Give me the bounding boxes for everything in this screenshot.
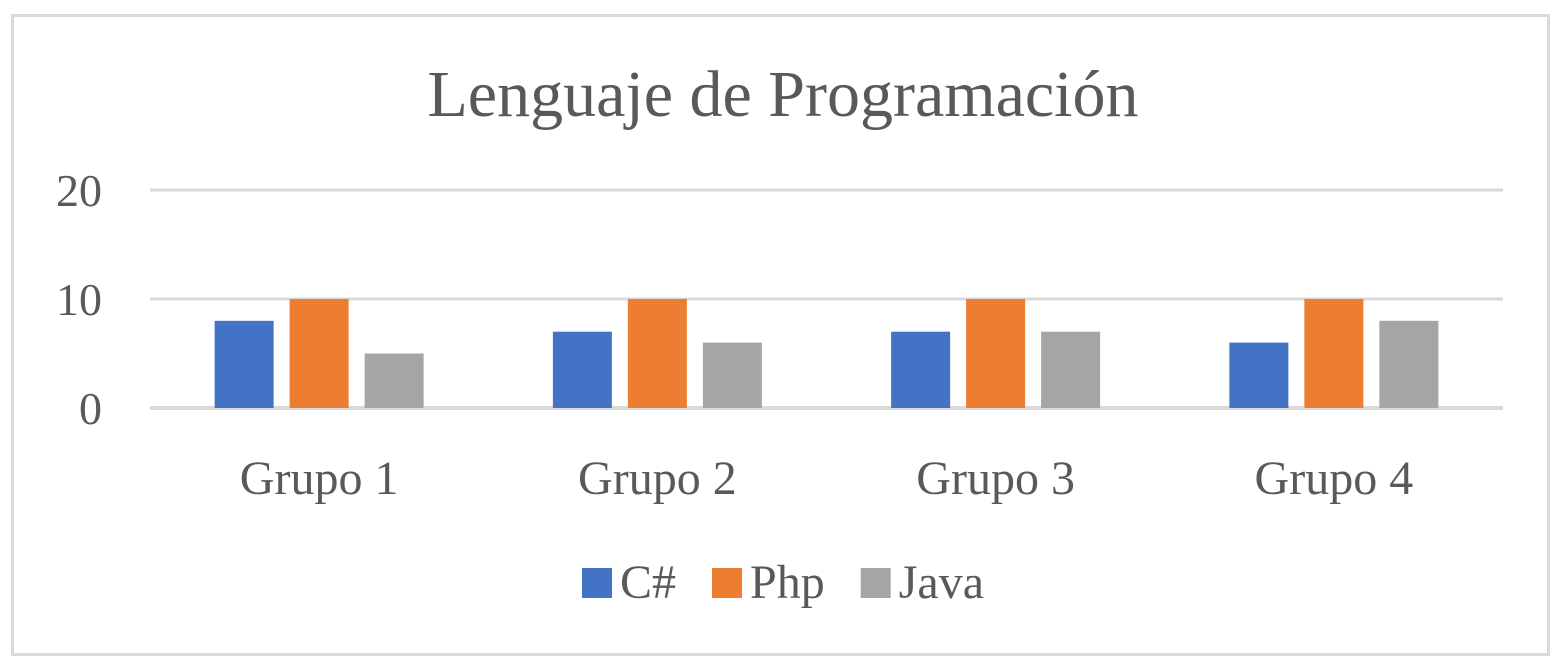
- bar-c-1: [214, 320, 274, 408]
- y-tick-label: 20: [56, 165, 102, 216]
- legend: C# Php Java: [581, 556, 984, 609]
- y-axis-ticks: 0 10 20: [56, 165, 102, 434]
- x-category-label: Grupo 3: [916, 452, 1075, 505]
- legend-swatch: [712, 568, 743, 598]
- chart-title: Lenguaje de Programación: [427, 58, 1138, 131]
- gridlines: [150, 188, 1503, 410]
- legend-item: Java: [860, 556, 984, 609]
- x-axis-categories: Grupo 1 Grupo 2 Grupo 3 Grupo 4: [240, 452, 1413, 505]
- legend-item: C#: [581, 556, 676, 609]
- bar-c-4: [1229, 342, 1289, 408]
- bar-php-1: [289, 299, 349, 408]
- bar-php-2: [627, 299, 687, 408]
- bar-java-1: [364, 353, 424, 408]
- bars: [214, 299, 1439, 408]
- bar-java-4: [1379, 320, 1439, 408]
- legend-label: Java: [899, 556, 984, 609]
- bar-java-2: [702, 342, 762, 408]
- legend-item: Php: [712, 556, 825, 609]
- bar-php-4: [1304, 299, 1364, 408]
- legend-label: Php: [750, 556, 825, 609]
- bar-java-3: [1041, 331, 1101, 408]
- legend-label: C#: [620, 556, 676, 609]
- x-category-label: Grupo 1: [240, 452, 399, 505]
- y-tick-label: 10: [56, 274, 102, 325]
- legend-swatch: [581, 568, 612, 598]
- bar-c-3: [891, 331, 951, 408]
- legend-swatch: [860, 568, 891, 598]
- x-category-label: Grupo 2: [578, 452, 737, 505]
- y-tick-label: 0: [79, 383, 102, 434]
- bar-php-3: [966, 299, 1026, 408]
- x-category-label: Grupo 4: [1255, 452, 1414, 505]
- bar-c-2: [552, 331, 612, 408]
